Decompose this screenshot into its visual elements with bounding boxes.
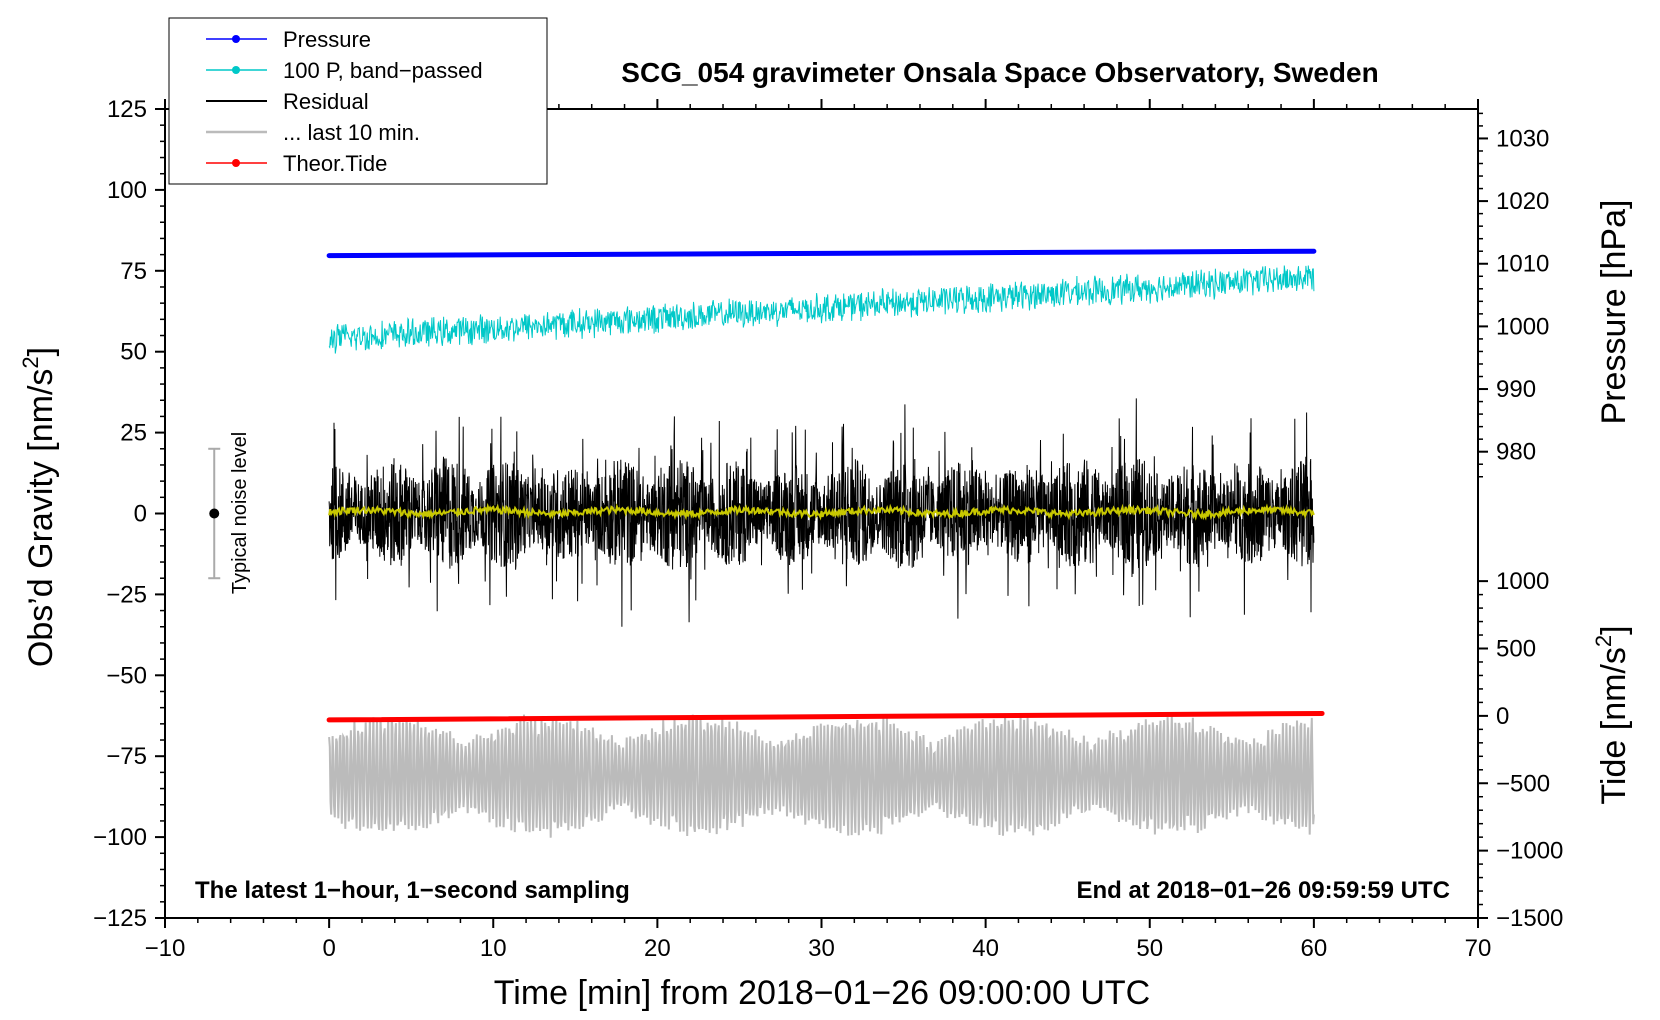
y-left-tick-label: 50: [120, 339, 147, 366]
legend-entry-theor-tide: Theor.Tide: [206, 151, 387, 176]
x-tick-label: 70: [1465, 935, 1492, 962]
legend-marker-pressure: [232, 35, 240, 43]
y-left-tick-label: 125: [107, 96, 147, 123]
series-last-10-min: [328, 714, 1315, 838]
y-left-tick-label: −100: [93, 824, 147, 851]
legend-entry-pressure: Pressure: [206, 27, 371, 52]
tide-tick-label: −1500: [1496, 905, 1563, 932]
chart-title: SCG_054 gravimeter Onsala Space Observat…: [621, 57, 1378, 88]
tide-tick-label: 1000: [1496, 568, 1549, 595]
x-axis-title: Time [min] from 2018−01−26 09:00:00 UTC: [494, 974, 1150, 1012]
legend-entry-last-10-min: ... last 10 min.: [206, 120, 420, 145]
legend-entry-residual: Residual: [206, 89, 369, 114]
x-tick-label: 10: [480, 935, 507, 962]
legend-entry-band-passed: 100 P, band−passed: [206, 58, 483, 83]
legend-marker-theor-tide: [232, 159, 240, 167]
x-tick-label: 0: [322, 935, 335, 962]
y-left-tick-label: 0: [134, 501, 147, 528]
y-left-tick-label: −125: [93, 905, 147, 932]
series-residual-smoothed: [328, 502, 1315, 521]
annotation-bottom-right: End at 2018−01−26 09:59:59 UTC: [1076, 877, 1450, 904]
legend-label-theor-tide: Theor.Tide: [283, 151, 387, 176]
x-tick-label: 20: [644, 935, 671, 962]
tide-axis-title-end: ]: [1595, 625, 1633, 634]
tide-axis-title-sup: 2: [1591, 635, 1616, 647]
legend-marker-band-passed: [232, 66, 240, 74]
y-axis-left-title-main: Obs’d Gravity [nm/s: [22, 369, 60, 668]
y-axis-left-title: Obs’d Gravity [nm/s2]: [18, 347, 60, 667]
pressure-tick-label: 1010: [1496, 251, 1549, 278]
series-pressure: [326, 248, 1317, 259]
tide-tick-label: 0: [1496, 703, 1509, 730]
pressure-tick-label: 1020: [1496, 188, 1549, 215]
noise-level-indicator: Typical noise level: [208, 432, 251, 594]
pressure-tick-label: 1000: [1496, 313, 1549, 340]
legend-label-last-10-min: ... last 10 min.: [283, 120, 420, 145]
noise-level-label: Typical noise level: [229, 432, 251, 594]
pressure-tick-label: 980: [1496, 439, 1536, 466]
legend: Pressure 100 P, band−passed Residual ...…: [168, 17, 548, 185]
x-tick-label: 40: [972, 935, 999, 962]
tide-axis-title: Tide [nm/s2]: [1591, 625, 1633, 804]
pressure-axis-title: Pressure [hPa]: [1595, 200, 1633, 425]
axes-group: −10 0 10 20 30 40 50 60 70−125−100−75−50−2502550…: [93, 96, 1563, 962]
series-theor-tide: [326, 710, 1325, 723]
y-axis-left-title-sup: 2: [18, 356, 43, 368]
data-series-group: [326, 248, 1325, 838]
annotation-bottom-left: The latest 1−hour, 1−second sampling: [195, 877, 630, 904]
tide-tick-label: −1000: [1496, 838, 1563, 865]
y-left-tick-label: −25: [106, 581, 147, 608]
y-left-tick-label: 25: [120, 420, 147, 447]
tide-tick-label: 500: [1496, 636, 1536, 663]
y-axis-left-title-end: ]: [22, 347, 60, 356]
pressure-tick-label: 990: [1496, 376, 1536, 403]
tide-tick-label: −500: [1496, 770, 1550, 797]
x-tick-label: 60: [1301, 935, 1328, 962]
y-left-tick-label: −50: [106, 662, 147, 689]
legend-label-residual: Residual: [283, 89, 369, 114]
y-left-tick-label: −75: [106, 743, 147, 770]
x-tick-label: 50: [1136, 935, 1163, 962]
noise-bar-center-dot: [209, 508, 220, 519]
y-left-tick-label: 100: [107, 177, 147, 204]
y-left-tick-label: 75: [120, 258, 147, 285]
pressure-tick-label: 1030: [1496, 125, 1549, 152]
noise-bar: [208, 447, 221, 580]
legend-label-band-passed: 100 P, band−passed: [283, 58, 483, 83]
x-tick-label: −10: [145, 935, 186, 962]
tide-axis-title-main: Tide [nm/s: [1595, 647, 1633, 804]
series-band-passed: [328, 265, 1315, 354]
legend-label-pressure: Pressure: [283, 27, 371, 52]
x-tick-label: 30: [808, 935, 835, 962]
